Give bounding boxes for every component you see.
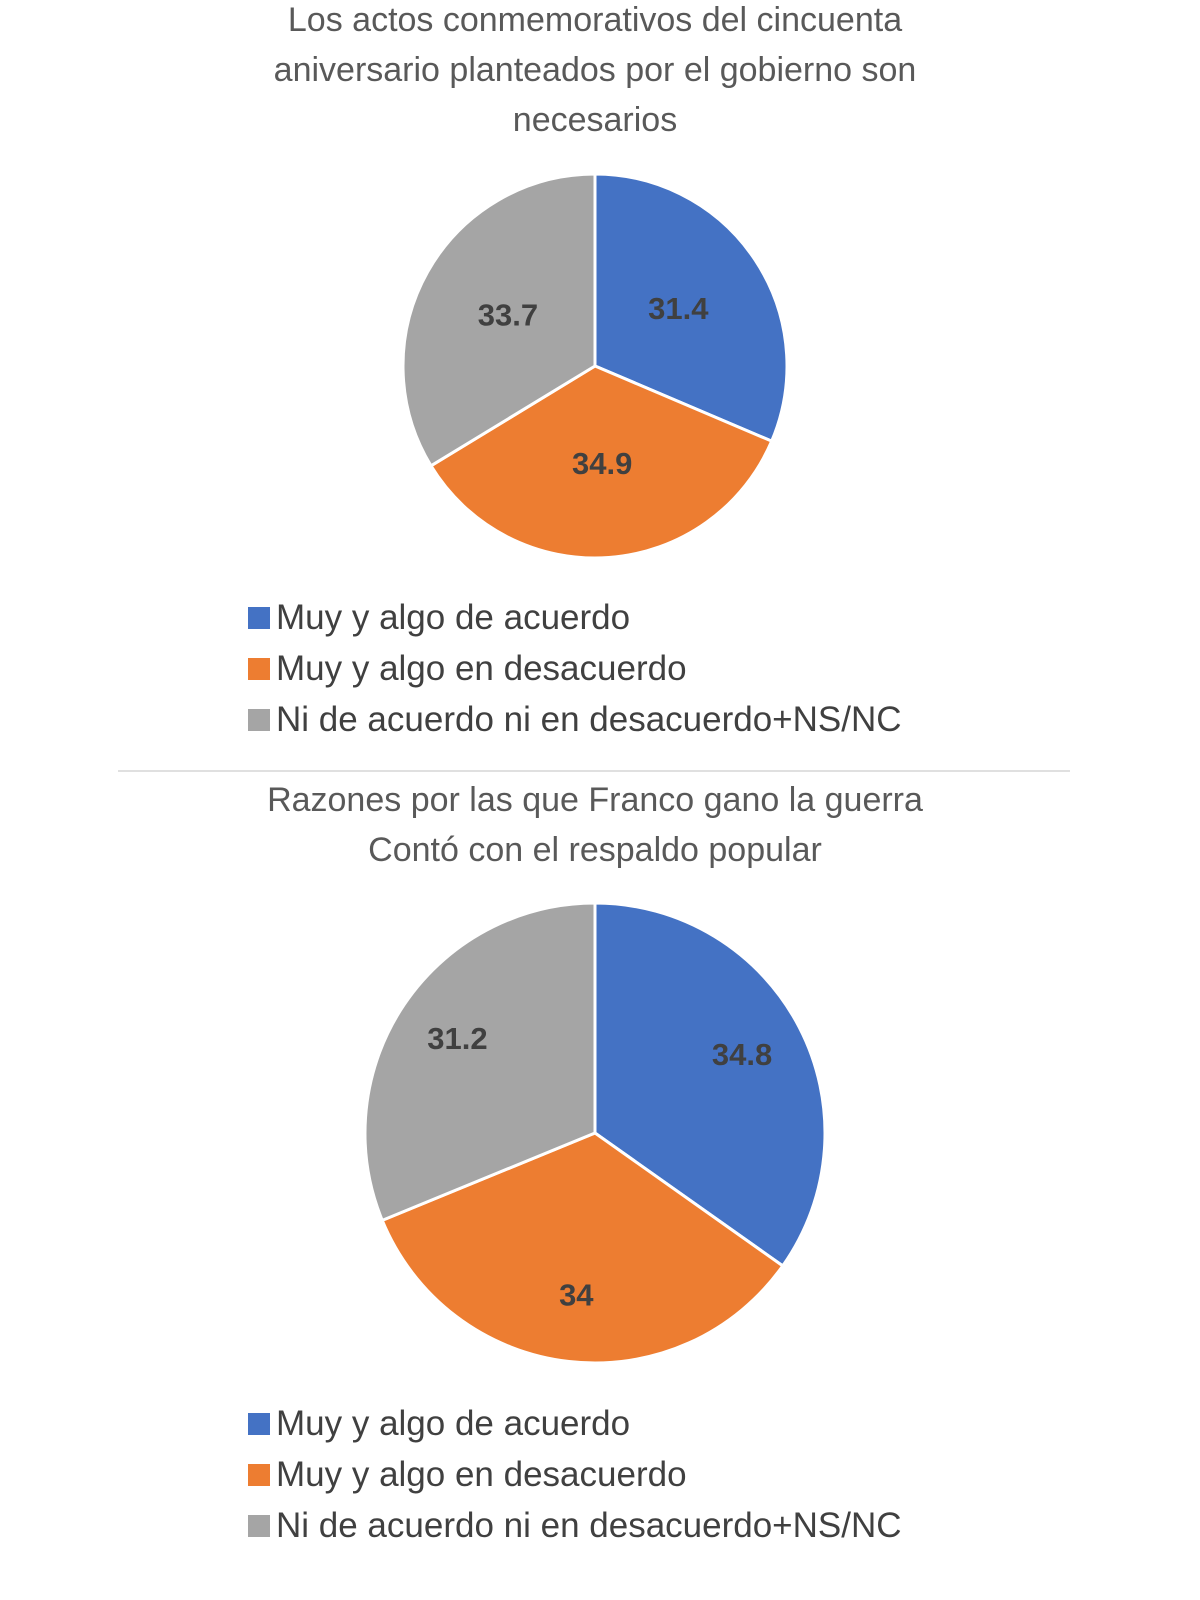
pie-slice bbox=[401, 172, 597, 468]
legend-swatch bbox=[248, 1514, 270, 1537]
pie-slice bbox=[380, 1131, 785, 1365]
legend: Muy y algo de acuerdo Muy y algo en desac… bbox=[248, 1398, 902, 1551]
chart-title: Los actos conmemorativos del cincuenta a… bbox=[0, 0, 1190, 145]
divider bbox=[118, 770, 1070, 772]
data-label: 34.9 bbox=[572, 446, 632, 481]
chart-title-text: Los actos conmemorativos del cincuenta a… bbox=[273, 1, 917, 139]
legend-item: Muy y algo en desacuerdo bbox=[248, 1449, 902, 1500]
legend-swatch bbox=[248, 1463, 270, 1486]
legend-label: Muy y algo de acuerdo bbox=[276, 598, 631, 637]
chart-title-text: Razones por las que Franco gano la guerr… bbox=[267, 781, 923, 819]
legend-item: Muy y algo de acuerdo bbox=[248, 592, 902, 643]
legend: Muy y algo de acuerdo Muy y algo en desac… bbox=[248, 592, 902, 745]
legend-label: Muy y algo en desacuerdo bbox=[276, 1455, 687, 1494]
legend-swatch bbox=[248, 1412, 270, 1435]
legend-label: Muy y algo en desacuerdo bbox=[276, 649, 687, 688]
legend-item: Muy y algo en desacuerdo bbox=[248, 643, 902, 694]
legend-item: Ni de acuerdo ni en desacuerdo+NS/NC bbox=[248, 694, 902, 745]
legend-item: Ni de acuerdo ni en desacuerdo+NS/NC bbox=[248, 1500, 902, 1551]
legend-item: Muy y algo de acuerdo bbox=[248, 1398, 902, 1449]
data-label: 31.2 bbox=[427, 1021, 487, 1056]
chart-title: Razones por las que Franco gano la guerr… bbox=[0, 775, 1190, 825]
data-label: 34.8 bbox=[712, 1037, 772, 1072]
chart-subtitle: Contó con el respaldo popular bbox=[0, 825, 1190, 875]
pie-slice bbox=[593, 172, 789, 444]
data-label: 34 bbox=[559, 1278, 594, 1313]
data-label: 31.4 bbox=[648, 291, 709, 326]
legend-swatch bbox=[248, 708, 270, 731]
legend-label: Ni de acuerdo ni en desacuerdo+NS/NC bbox=[276, 700, 902, 739]
chart-subtitle-text: Contó con el respaldo popular bbox=[368, 831, 822, 869]
legend-label: Muy y algo de acuerdo bbox=[276, 1404, 631, 1443]
data-label: 33.7 bbox=[478, 297, 538, 332]
legend-swatch bbox=[248, 657, 270, 680]
legend-swatch bbox=[248, 606, 270, 629]
pie-slice bbox=[363, 901, 597, 1223]
legend-label: Ni de acuerdo ni en desacuerdo+NS/NC bbox=[276, 1506, 902, 1545]
pie-slice bbox=[593, 901, 827, 1268]
